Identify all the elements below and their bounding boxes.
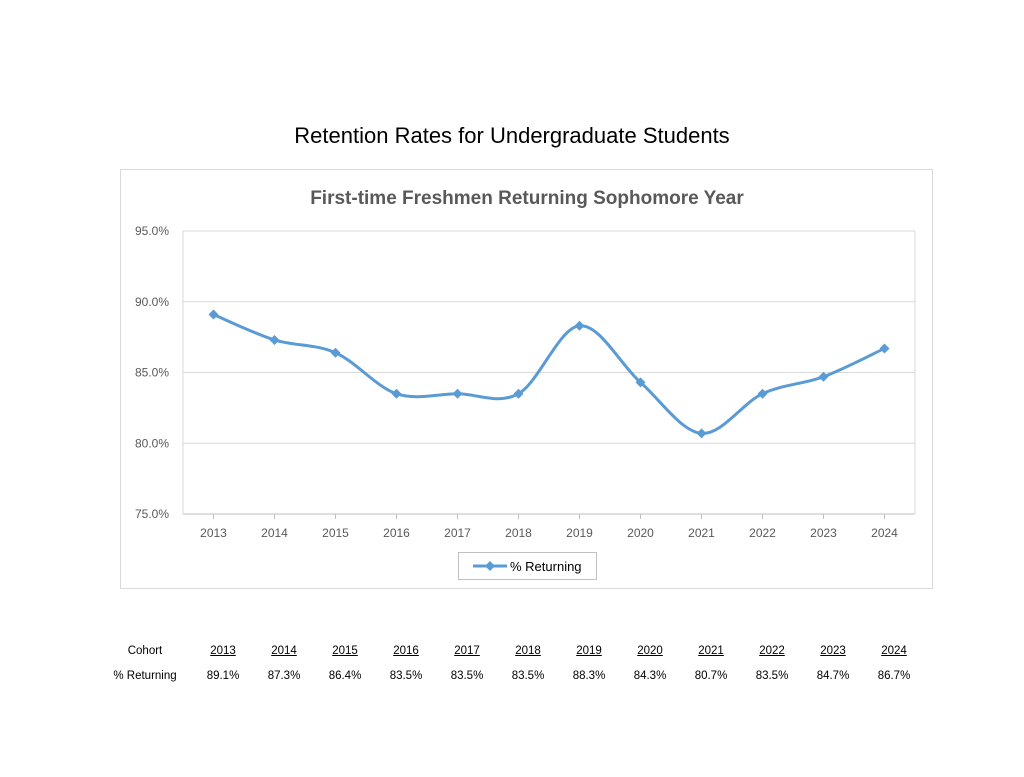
table-cohort-year: 2015 (332, 645, 358, 657)
data-point-marker (330, 347, 341, 358)
data-point-marker (818, 371, 829, 382)
table-returning-value: 87.3% (267, 670, 301, 682)
table-cohort-year: 2018 (515, 645, 541, 657)
table-cohort-year: 2024 (881, 645, 907, 657)
main-title: Retention Rates for Undergraduate Studen… (294, 123, 730, 148)
table-cohort-year: 2021 (698, 645, 724, 657)
x-tick-label: 2019 (566, 526, 593, 540)
table-cohort-year: 2013 (210, 645, 236, 657)
table-row-label: % Returning (113, 670, 177, 682)
table-returning-value: 89.1% (206, 670, 240, 682)
table-returning-value: 86.7% (877, 670, 911, 682)
legend-marker (485, 561, 495, 571)
y-tick-label: 95.0% (135, 224, 169, 238)
x-tick-label: 2014 (261, 526, 288, 540)
table-cohort-year: 2023 (820, 645, 846, 657)
table-returning-value: 80.7% (694, 670, 728, 682)
data-point-marker (269, 334, 280, 345)
table-row-label: Cohort (127, 645, 163, 657)
x-tick-label: 2024 (871, 526, 898, 540)
data-point-marker (635, 377, 646, 388)
table-returning-value: 83.5% (755, 670, 789, 682)
x-tick-label: 2018 (505, 526, 532, 540)
data-point-marker (757, 388, 768, 399)
table-cohort-year: 2020 (637, 645, 663, 657)
x-tick-label: 2022 (749, 526, 776, 540)
table-returning-value: 86.4% (328, 670, 362, 682)
y-tick-label: 80.0% (135, 436, 169, 450)
data-point-marker (391, 388, 402, 399)
y-tick-label: 90.0% (135, 295, 169, 309)
x-tick-label: 2015 (322, 526, 349, 540)
table-cohort-year: 2014 (271, 645, 297, 657)
x-tick-label: 2016 (383, 526, 410, 540)
x-tick-label: 2021 (688, 526, 715, 540)
x-tick-label: 2017 (444, 526, 471, 540)
table-returning-value: 84.7% (816, 670, 850, 682)
table-returning-value: 88.3% (572, 670, 606, 682)
x-tick-label: 2020 (627, 526, 654, 540)
data-point-marker (696, 428, 707, 439)
data-point-marker (879, 343, 890, 354)
data-point-marker (452, 388, 463, 399)
legend-label: % Returning (510, 559, 582, 574)
chart-area (120, 169, 933, 589)
table-cohort-year: 2017 (454, 645, 480, 657)
data-point-marker (513, 388, 524, 399)
table-cohort-year: 2022 (759, 645, 785, 657)
table-cohort-year: 2019 (576, 645, 602, 657)
x-tick-label: 2013 (200, 526, 227, 540)
x-tick-label: 2023 (810, 526, 837, 540)
table-returning-value: 84.3% (633, 670, 667, 682)
data-point-marker (574, 320, 585, 331)
table-cohort-year: 2016 (393, 645, 419, 657)
table-returning-value: 83.5% (450, 670, 484, 682)
data-point-marker (208, 309, 219, 320)
chart-title: First-time Freshmen Returning Sophomore … (310, 188, 744, 209)
series-line (212, 313, 886, 435)
y-tick-label: 75.0% (135, 507, 169, 521)
y-tick-label: 85.0% (135, 366, 169, 380)
table-returning-value: 83.5% (389, 670, 423, 682)
table-returning-value: 83.5% (511, 670, 545, 682)
